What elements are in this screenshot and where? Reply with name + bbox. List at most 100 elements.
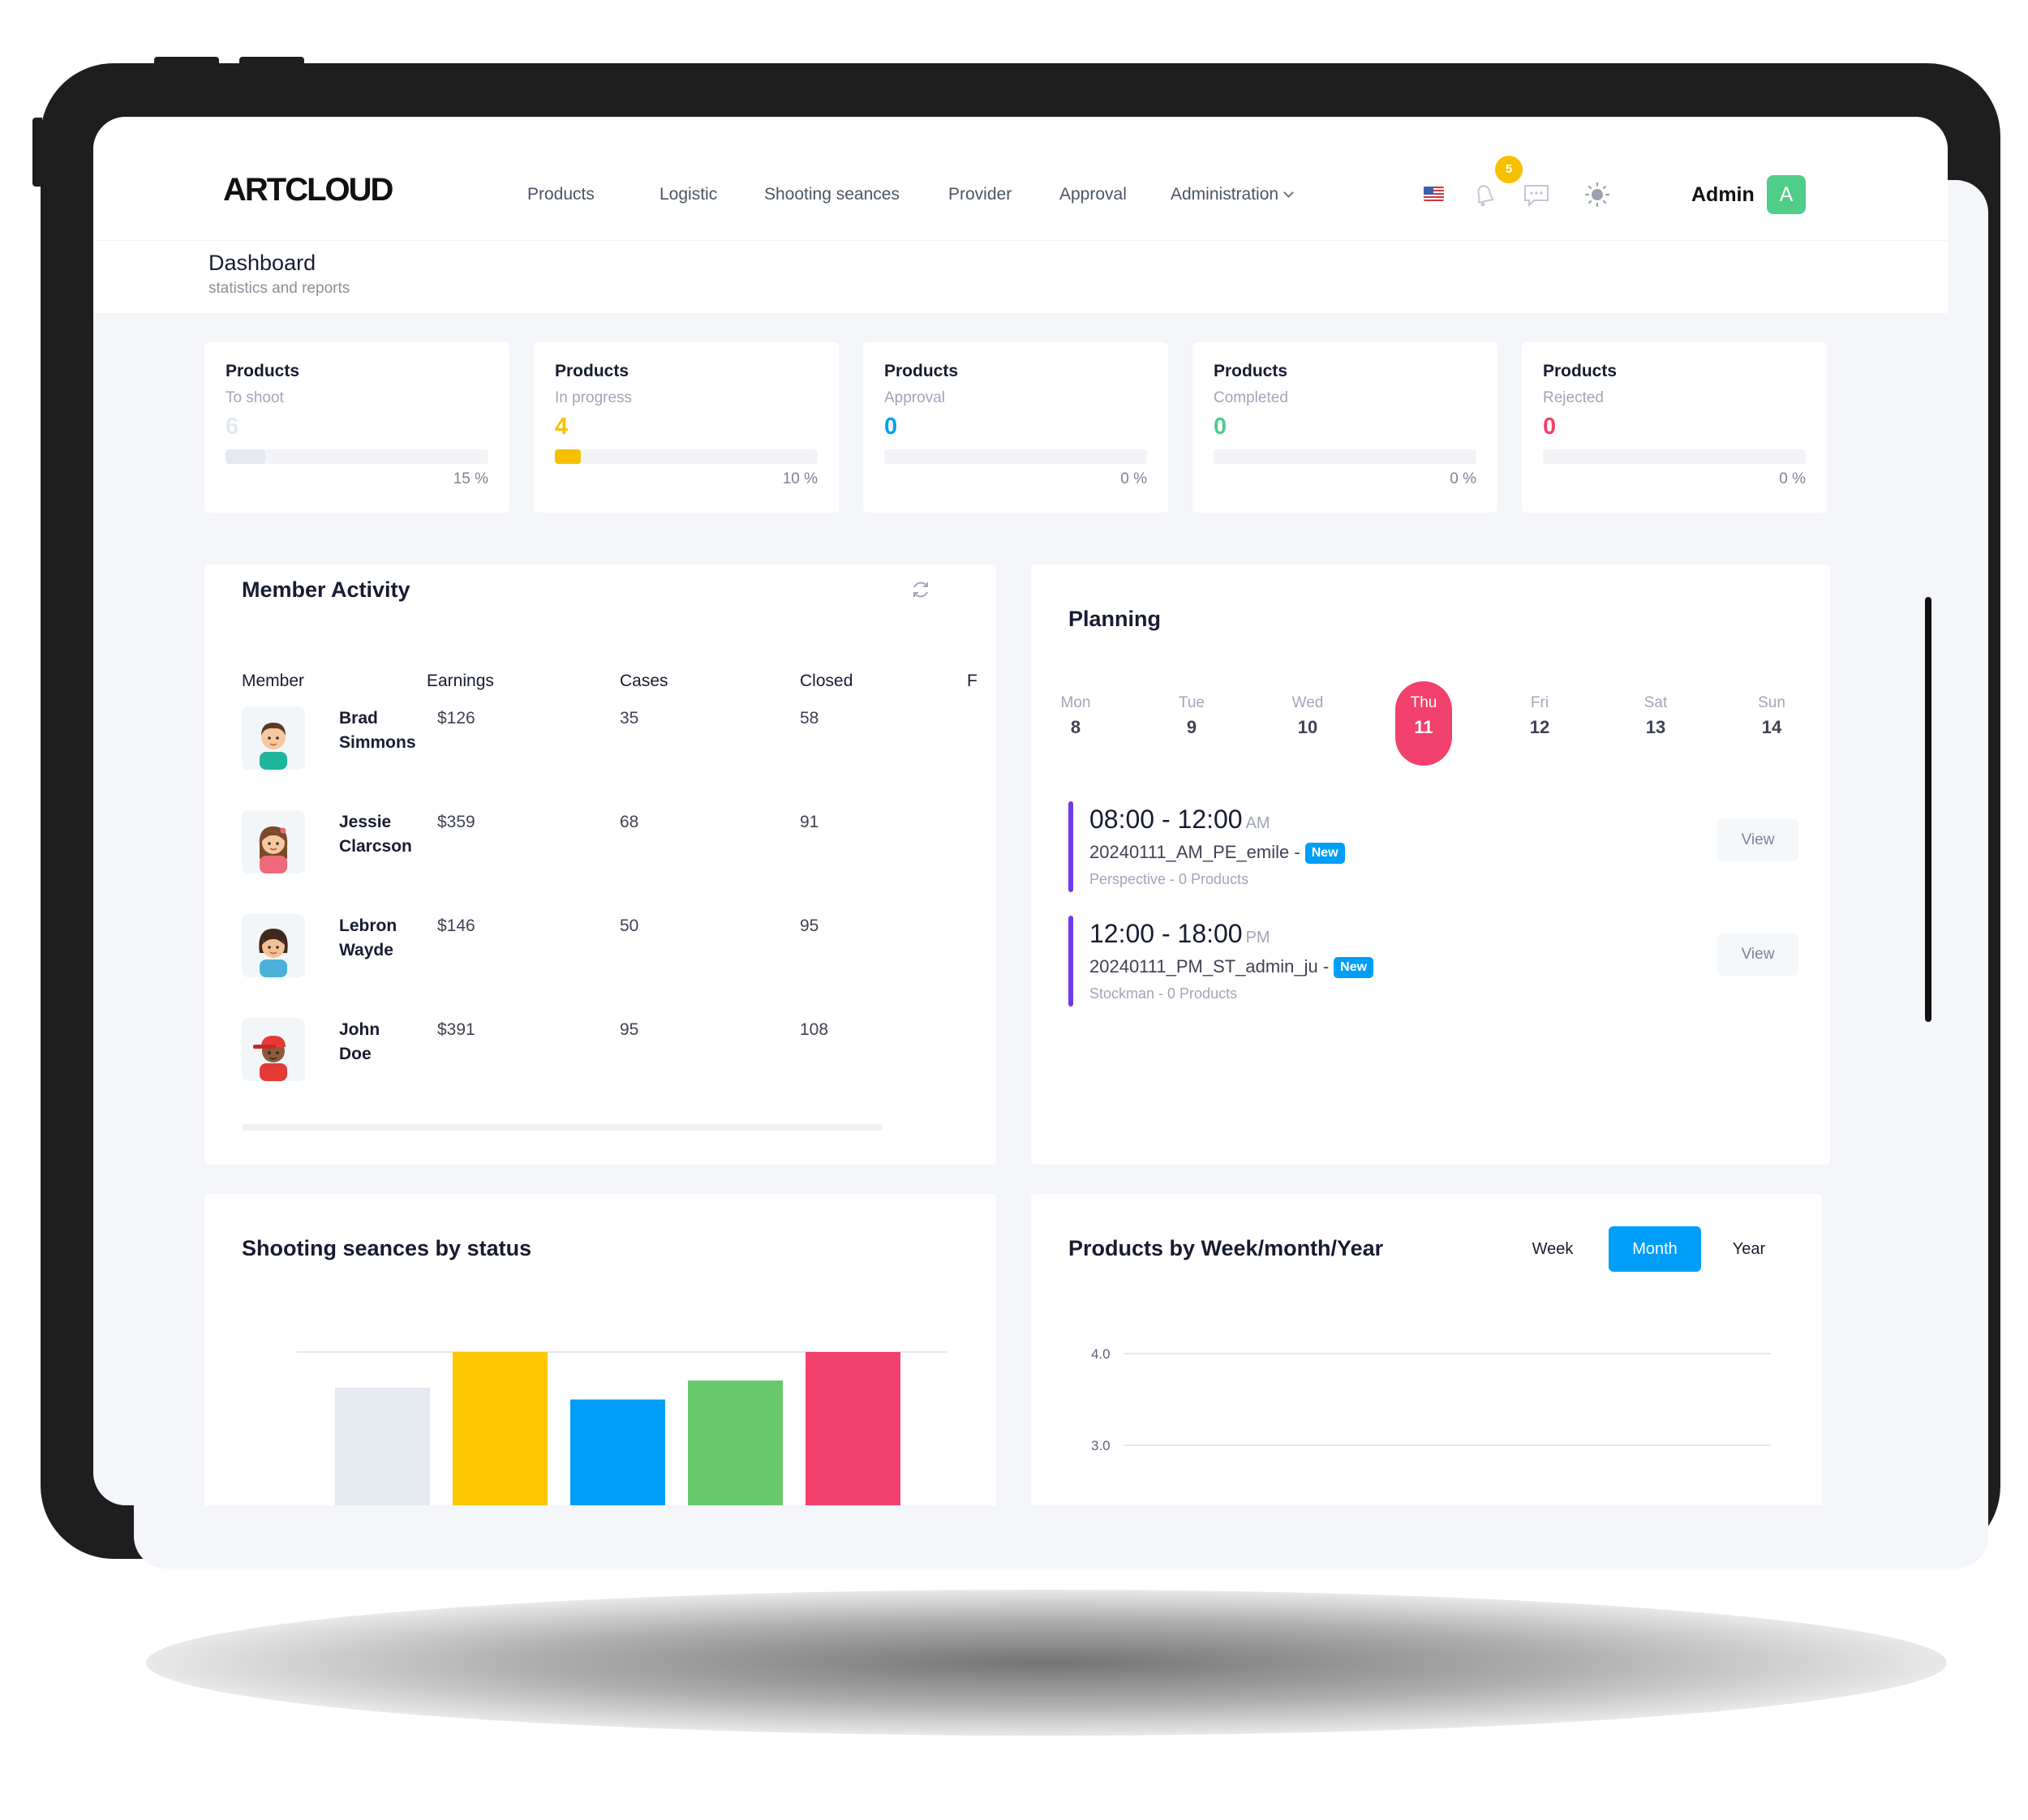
nav-shooting-seances[interactable]: Shooting seances	[764, 185, 900, 204]
day-number: 14	[1761, 717, 1782, 737]
event-time-range: 08:00 - 12:00	[1089, 805, 1243, 834]
page-title: Dashboard	[208, 251, 316, 275]
user-name[interactable]: Admin	[1691, 183, 1755, 206]
member-cases: 95	[620, 1020, 639, 1039]
member-closed: 95	[800, 916, 819, 935]
event-meta: Stockman - 0 Products	[1089, 985, 1238, 1002]
chevron-down-icon	[1283, 187, 1294, 198]
planning-panel: Planning Mon 8 Tue 9 Wed 10 Thu 11 Fri 12 Sat 13 Sun…	[1031, 564, 1830, 1165]
products-line-chart: 4.0 3.0	[1091, 1346, 1771, 1453]
bell-icon[interactable]	[1472, 182, 1497, 208]
day-tue[interactable]: Tue 9	[1163, 681, 1220, 766]
stat-value: 4	[555, 414, 569, 440]
event-code-text: 20240111_PM_ST_admin_ju -	[1089, 956, 1330, 977]
stat-progress-fill	[555, 449, 582, 464]
member-last-name: Wayde	[339, 941, 393, 959]
day-number: 9	[1186, 717, 1197, 737]
day-number: 10	[1297, 717, 1318, 737]
day-fri[interactable]: Fri 12	[1511, 681, 1568, 766]
event-code: 20240111_AM_PE_emile - New	[1089, 842, 1345, 865]
horizontal-scrollbar[interactable]	[242, 1124, 883, 1131]
stat-progress-track	[555, 449, 818, 464]
bar-completed[interactable]	[688, 1380, 783, 1505]
top-header: ARTCLOUD Products Logistic Shooting sean…	[93, 117, 1948, 240]
stat-subtitle: To shoot	[226, 389, 284, 406]
stat-progress-fill	[226, 449, 265, 464]
member-name[interactable]: John Doe	[339, 1018, 380, 1067]
period-month-button[interactable]: Month	[1609, 1226, 1701, 1272]
column-header-closed: Closed	[800, 672, 853, 690]
day-wed[interactable]: Wed 10	[1279, 681, 1336, 766]
nav-approval[interactable]: Approval	[1059, 185, 1127, 204]
app-logo[interactable]: ARTCLOUD	[223, 172, 393, 208]
sun-icon[interactable]	[1584, 182, 1610, 208]
day-thu[interactable]: Thu 11	[1395, 681, 1452, 766]
dashboard-app: ARTCLOUD Products Logistic Shooting sean…	[93, 117, 1948, 1505]
products-period-panel: Products by Week/month/Year Week Month Y…	[1031, 1194, 1822, 1505]
chat-icon[interactable]	[1523, 183, 1550, 208]
event-time: 12:00 - 18:00 PM	[1089, 919, 1270, 949]
refresh-icon[interactable]	[910, 579, 931, 600]
stat-progress-track	[884, 449, 1147, 464]
stat-card-rejected: Products Rejected 0 0 %	[1522, 342, 1827, 513]
avatar	[242, 1018, 305, 1081]
table-row[interactable]: Jessie Clarcson $359 68 91	[204, 810, 996, 899]
page-heading: Dashboard statistics and reports	[93, 240, 1948, 313]
planning-event: 12:00 - 18:00 PM 20240111_PM_ST_admin_ju …	[1068, 916, 1798, 1007]
stat-card-in-progress: Products In progress 4 10 %	[534, 342, 839, 513]
user-avatar[interactable]: A	[1767, 175, 1806, 214]
nav-logistic[interactable]: Logistic	[660, 185, 718, 204]
avatar	[242, 706, 305, 770]
member-name[interactable]: Lebron Wayde	[339, 914, 397, 963]
device-button	[32, 118, 42, 187]
stat-subtitle: Approval	[884, 389, 945, 406]
stat-title: Products	[555, 362, 629, 380]
column-header-member: Member	[242, 672, 305, 690]
shooting-seances-panel: Shooting seances by status	[204, 1194, 996, 1505]
avatar-woman-icon	[259, 929, 288, 977]
member-first-name: John	[339, 1020, 380, 1039]
day-sat[interactable]: Sat 13	[1627, 681, 1684, 766]
y-tick-label: 4.0	[1091, 1346, 1111, 1362]
stat-percent: 0 %	[1120, 470, 1147, 487]
member-name[interactable]: Brad Simmons	[339, 706, 416, 755]
event-ampm: AM	[1245, 814, 1270, 832]
flag-us-icon[interactable]	[1424, 187, 1444, 201]
bar-in-progress[interactable]	[453, 1352, 548, 1505]
avatar-girl-icon	[259, 826, 288, 874]
bar-to-shoot[interactable]	[335, 1387, 430, 1505]
nav-provider[interactable]: Provider	[948, 185, 1012, 204]
new-badge: New	[1304, 843, 1345, 864]
nav-administration[interactable]: Administration	[1171, 185, 1294, 204]
day-name: Sun	[1758, 694, 1785, 711]
bar-rejected[interactable]	[806, 1352, 900, 1505]
stat-progress-track	[226, 449, 488, 464]
stat-value: 0	[1543, 414, 1557, 440]
nav-administration-label: Administration	[1171, 185, 1279, 204]
page-subtitle: statistics and reports	[208, 280, 350, 297]
stat-progress-track	[1214, 449, 1476, 464]
nav-products[interactable]: Products	[527, 185, 595, 204]
day-name: Fri	[1530, 694, 1549, 711]
bar-approval[interactable]	[570, 1399, 665, 1505]
stat-percent: 15 %	[453, 470, 488, 487]
device-shadow	[146, 1590, 1947, 1736]
period-year-button[interactable]: Year	[1732, 1240, 1766, 1258]
period-week-button[interactable]: Week	[1532, 1240, 1574, 1258]
table-row[interactable]: John Doe $391 95 108	[204, 1018, 996, 1107]
day-name: Thu	[1410, 694, 1437, 711]
stat-card-completed: Products Completed 0 0 %	[1192, 342, 1497, 513]
view-button[interactable]: View	[1717, 819, 1798, 861]
vertical-scrollbar[interactable]	[1925, 597, 1931, 1022]
member-closed: 108	[800, 1020, 829, 1039]
member-cases: 68	[620, 813, 639, 831]
member-name[interactable]: Jessie Clarcson	[339, 810, 412, 859]
event-time: 08:00 - 12:00 AM	[1089, 805, 1270, 835]
table-row[interactable]: Brad Simmons $126 35 58	[204, 706, 996, 796]
member-earnings: $359	[437, 813, 475, 831]
view-button[interactable]: View	[1717, 934, 1798, 976]
table-row[interactable]: Lebron Wayde $146 50 95	[204, 914, 996, 1003]
day-mon[interactable]: Mon 8	[1047, 681, 1104, 766]
member-cases: 50	[620, 916, 639, 935]
day-sun[interactable]: Sun 14	[1743, 681, 1800, 766]
